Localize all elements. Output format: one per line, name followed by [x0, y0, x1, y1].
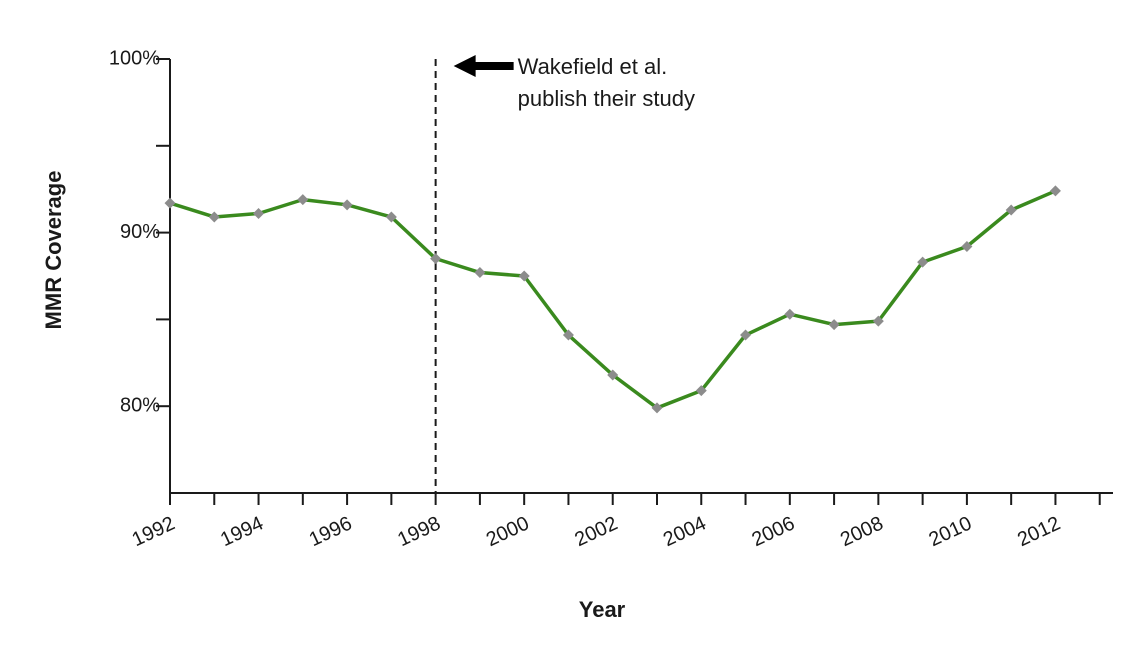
- x-tick-label: 2006: [749, 512, 799, 551]
- marker: [208, 211, 220, 223]
- marker: [651, 402, 663, 414]
- y-axis-title: MMR Coverage: [41, 171, 66, 330]
- annotation-text: Wakefield et al.: [518, 54, 668, 79]
- x-tick-label: 1996: [306, 512, 356, 551]
- y-tick-label: 90%: [120, 221, 160, 243]
- x-axis-title: Year: [579, 597, 626, 622]
- marker: [828, 319, 840, 331]
- annotation-text: publish their study: [518, 86, 695, 111]
- marker: [740, 329, 752, 341]
- x-tick-label: 2012: [1014, 512, 1064, 551]
- marker: [872, 315, 884, 327]
- marker: [474, 267, 486, 279]
- x-tick-label: 1998: [394, 512, 444, 551]
- marker: [961, 240, 973, 252]
- y-tick-label: 100%: [109, 47, 160, 69]
- marker: [1005, 204, 1017, 216]
- y-tick-label: 80%: [120, 394, 160, 416]
- annotation-arrow: [453, 55, 514, 77]
- marker: [917, 256, 929, 268]
- marker: [341, 199, 353, 211]
- marker: [695, 385, 707, 397]
- marker: [562, 329, 574, 341]
- x-tick-label: 2004: [660, 512, 710, 551]
- marker: [607, 369, 619, 381]
- marker: [253, 208, 265, 220]
- x-tick-label: 2008: [837, 512, 887, 551]
- x-tick-label: 1992: [129, 512, 179, 551]
- marker: [1049, 185, 1061, 197]
- x-tick-label: 2010: [926, 512, 976, 551]
- marker: [164, 197, 176, 209]
- x-tick-label: 2000: [483, 512, 533, 551]
- marker: [430, 253, 442, 265]
- x-tick-label: 1994: [217, 512, 267, 551]
- marker: [784, 308, 796, 320]
- marker: [518, 270, 530, 282]
- marker: [385, 211, 397, 223]
- x-tick-label: 2002: [571, 512, 621, 551]
- marker: [297, 194, 309, 206]
